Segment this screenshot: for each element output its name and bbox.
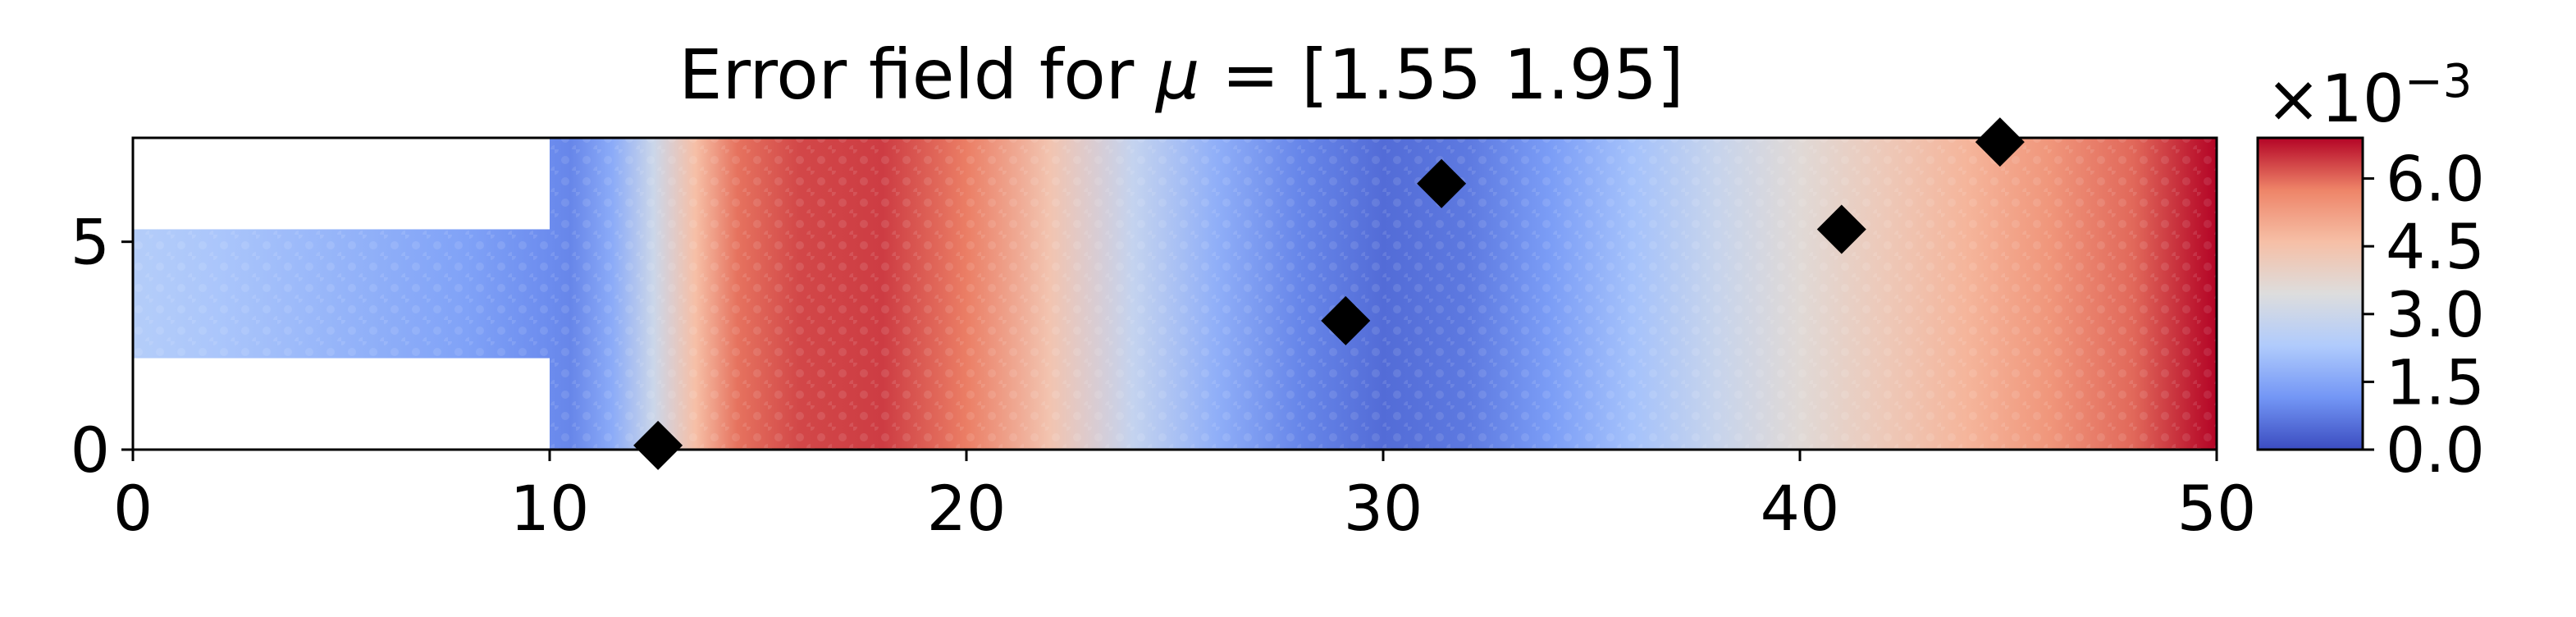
- plot-frame: [131, 136, 2218, 451]
- sensor-marker-2: [1321, 295, 1371, 345]
- colorbar-tick-label: 4.5: [2386, 210, 2485, 283]
- axes: 0 10 20 30 40 50 0 5: [71, 136, 2257, 545]
- colorbar-exponent-label: ×10−3: [2266, 55, 2472, 137]
- chart-title-suffix: = [1.55 1.95]: [1199, 34, 1683, 115]
- y-tick-label: 0: [71, 414, 110, 487]
- x-tick-label: 50: [2177, 472, 2257, 545]
- x-tick-label: 40: [1761, 472, 1840, 545]
- colorbar-tick-label: 0.0: [2386, 414, 2485, 487]
- sensor-marker-5: [1975, 117, 2025, 167]
- colorbar: 0.01.53.04.56.0×10−3: [2256, 55, 2485, 487]
- error-field: [133, 138, 2217, 450]
- y-tick-label: 5: [71, 206, 110, 279]
- colorbar-exponent-base: ×10: [2266, 61, 2405, 137]
- chart-title-mu: μ: [1154, 34, 1199, 115]
- chart-title-prefix: Error field for: [678, 34, 1156, 115]
- x-tick-label: 10: [510, 472, 590, 545]
- colorbar-tick-label: 6.0: [2386, 143, 2485, 216]
- colorbar-tick-label: 1.5: [2386, 345, 2485, 418]
- sensor-marker-4: [1816, 204, 1866, 254]
- x-tick-label: 20: [927, 472, 1007, 545]
- x-tick-label: 30: [1344, 472, 1423, 545]
- field-chamber-mesh: [550, 138, 2217, 450]
- colorbar-exponent-power: −3: [2405, 55, 2473, 108]
- chart-title: Error field for μ = [1.55 1.95]: [678, 34, 1683, 115]
- x-tick-label: 0: [113, 472, 153, 545]
- colorbar-bar: [2256, 136, 2364, 451]
- sensor-marker-1: [633, 420, 683, 470]
- marker-layer: [633, 117, 2025, 470]
- sensor-marker-3: [1417, 158, 1467, 208]
- field-inlet-mesh: [133, 229, 550, 359]
- colorbar-tick-label: 3.0: [2386, 278, 2485, 351]
